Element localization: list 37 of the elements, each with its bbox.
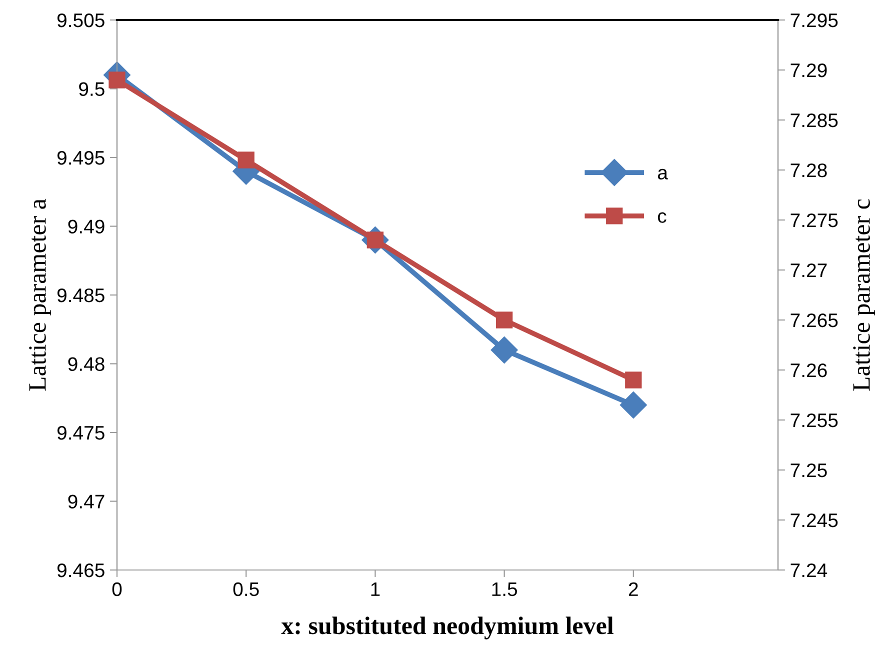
y-tick-label: 9.5: [79, 82, 104, 96]
y-tick-label: 9.48: [68, 357, 104, 371]
y2-tick-label: 7.27: [790, 263, 827, 278]
point: [620, 392, 647, 418]
point: [496, 312, 513, 328]
y-axis-title: Lattice parameter a: [29, 198, 51, 391]
y-tick-label: 9.465: [57, 563, 104, 578]
y-tick-label: 9.485: [57, 288, 104, 302]
y2-tick-label: 7.25: [790, 463, 827, 478]
y2-tick-label: 7.24: [790, 563, 828, 578]
y2-tick-label: 7.295: [790, 13, 838, 28]
x-tick-label: 0: [112, 582, 122, 596]
y2-tick-label: 7.285: [790, 113, 838, 128]
y2-tick-label: 7.28: [790, 163, 827, 178]
point: [625, 372, 642, 388]
x-tick-label: 1.5: [492, 582, 518, 596]
legend-label: c: [658, 212, 666, 223]
y2-tick-label: 7.265: [790, 313, 838, 328]
point: [238, 152, 254, 168]
point: [108, 72, 126, 88]
y2-tick-label: 7.255: [790, 413, 838, 428]
y2-tick-label: 7.26: [790, 363, 827, 378]
y-tick-label: 9.49: [68, 220, 104, 234]
y2-tick-label: 7.245: [790, 513, 838, 528]
point: [490, 336, 518, 364]
y2-axis-title: Lattice parameter c: [853, 199, 876, 391]
x-tick-label: 1: [371, 582, 380, 596]
y-tick-label: 9.475: [57, 426, 104, 440]
legend-label: a: [658, 168, 668, 180]
x-tick-label: 2: [628, 582, 638, 596]
y2-tick-label: 7.29: [790, 63, 827, 78]
y-tick-label: 9.495: [57, 150, 104, 165]
y2-tick-label: 7.275: [790, 213, 838, 228]
y-tick-label: 9.505: [57, 13, 104, 28]
x-tick-label: 0.5: [233, 582, 259, 596]
x-axis-title: x: substituted neodymium level: [281, 616, 614, 640]
y-tick-label: 9.47: [68, 494, 104, 508]
